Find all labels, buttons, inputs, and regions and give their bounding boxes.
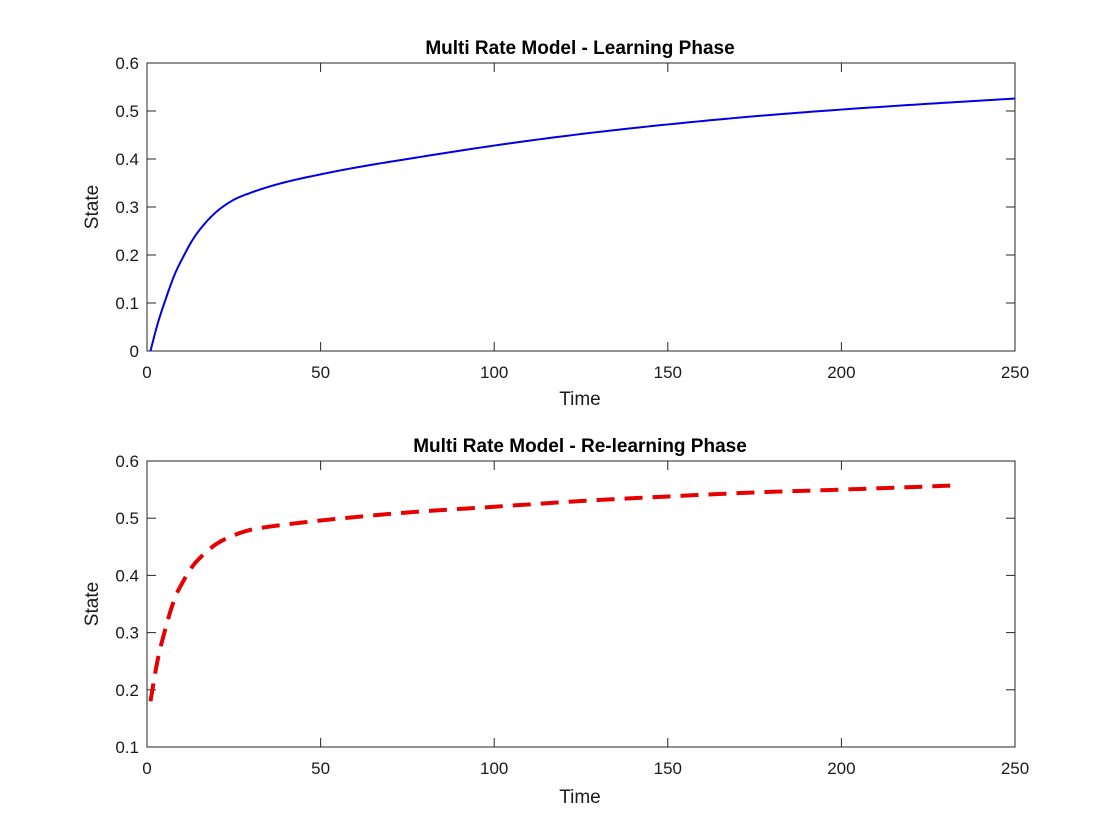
series-layer [148,483,953,702]
y-tick-label: 0.5 [115,509,139,528]
x-axis-label: Time [559,389,601,410]
y-tick-label: 0.4 [115,566,139,585]
x-tick-label: 200 [827,759,855,778]
y-tick-label: 0.6 [115,452,139,471]
x-axis-label: Time [559,787,601,808]
x-tick-label: 50 [311,759,330,778]
y-tick-label: 0.2 [115,246,139,265]
series-line [149,97,1016,352]
y-tick-label: 0.4 [115,150,139,169]
x-tick-label: 0 [142,759,151,778]
x-tick-label: 50 [311,363,330,382]
series-line [148,483,953,702]
y-axis-label: State [82,582,103,626]
series-layer [149,97,1016,352]
relearning-phase-plot: Multi Rate Model - Re-learning Phase 0 50… [82,436,1029,808]
x-tick-label: 250 [1001,363,1029,382]
y-tick-label: 0.5 [115,102,139,121]
y-tick-label: 0 [130,342,139,361]
learning-phase-plot: Multi Rate Model - Learning Phase 0 50 100… [82,38,1029,410]
x-tick-label: 0 [142,363,151,382]
tick-marks [146,460,1016,748]
y-tick-label: 0.1 [115,738,139,757]
y-tick-label: 0.6 [115,54,139,73]
y-tick-label: 0.3 [115,624,139,643]
x-tick-label: 250 [1001,759,1029,778]
x-tick-label: 150 [654,363,682,382]
y-tick-labels: 0.1 0.2 0.3 0.4 0.5 0.6 [115,452,139,757]
y-axis-label: State [82,185,103,229]
x-tick-label: 150 [654,759,682,778]
x-tick-labels: 0 50 100 150 200 250 [142,363,1029,382]
plot-title: Multi Rate Model - Re-learning Phase [413,436,747,457]
axes-box [146,62,1016,352]
y-tick-labels: 0 0.1 0.2 0.3 0.4 0.5 0.6 [115,54,139,361]
y-tick-label: 0.1 [115,294,139,313]
plot-title: Multi Rate Model - Learning Phase [425,38,734,59]
axes-box [146,460,1016,748]
x-tick-labels: 0 50 100 150 200 250 [142,759,1029,778]
x-tick-label: 100 [480,363,508,382]
y-tick-label: 0.2 [115,681,139,700]
x-tick-label: 100 [480,759,508,778]
y-tick-label: 0.3 [115,198,139,217]
x-tick-label: 200 [827,363,855,382]
tick-marks [146,62,1016,352]
